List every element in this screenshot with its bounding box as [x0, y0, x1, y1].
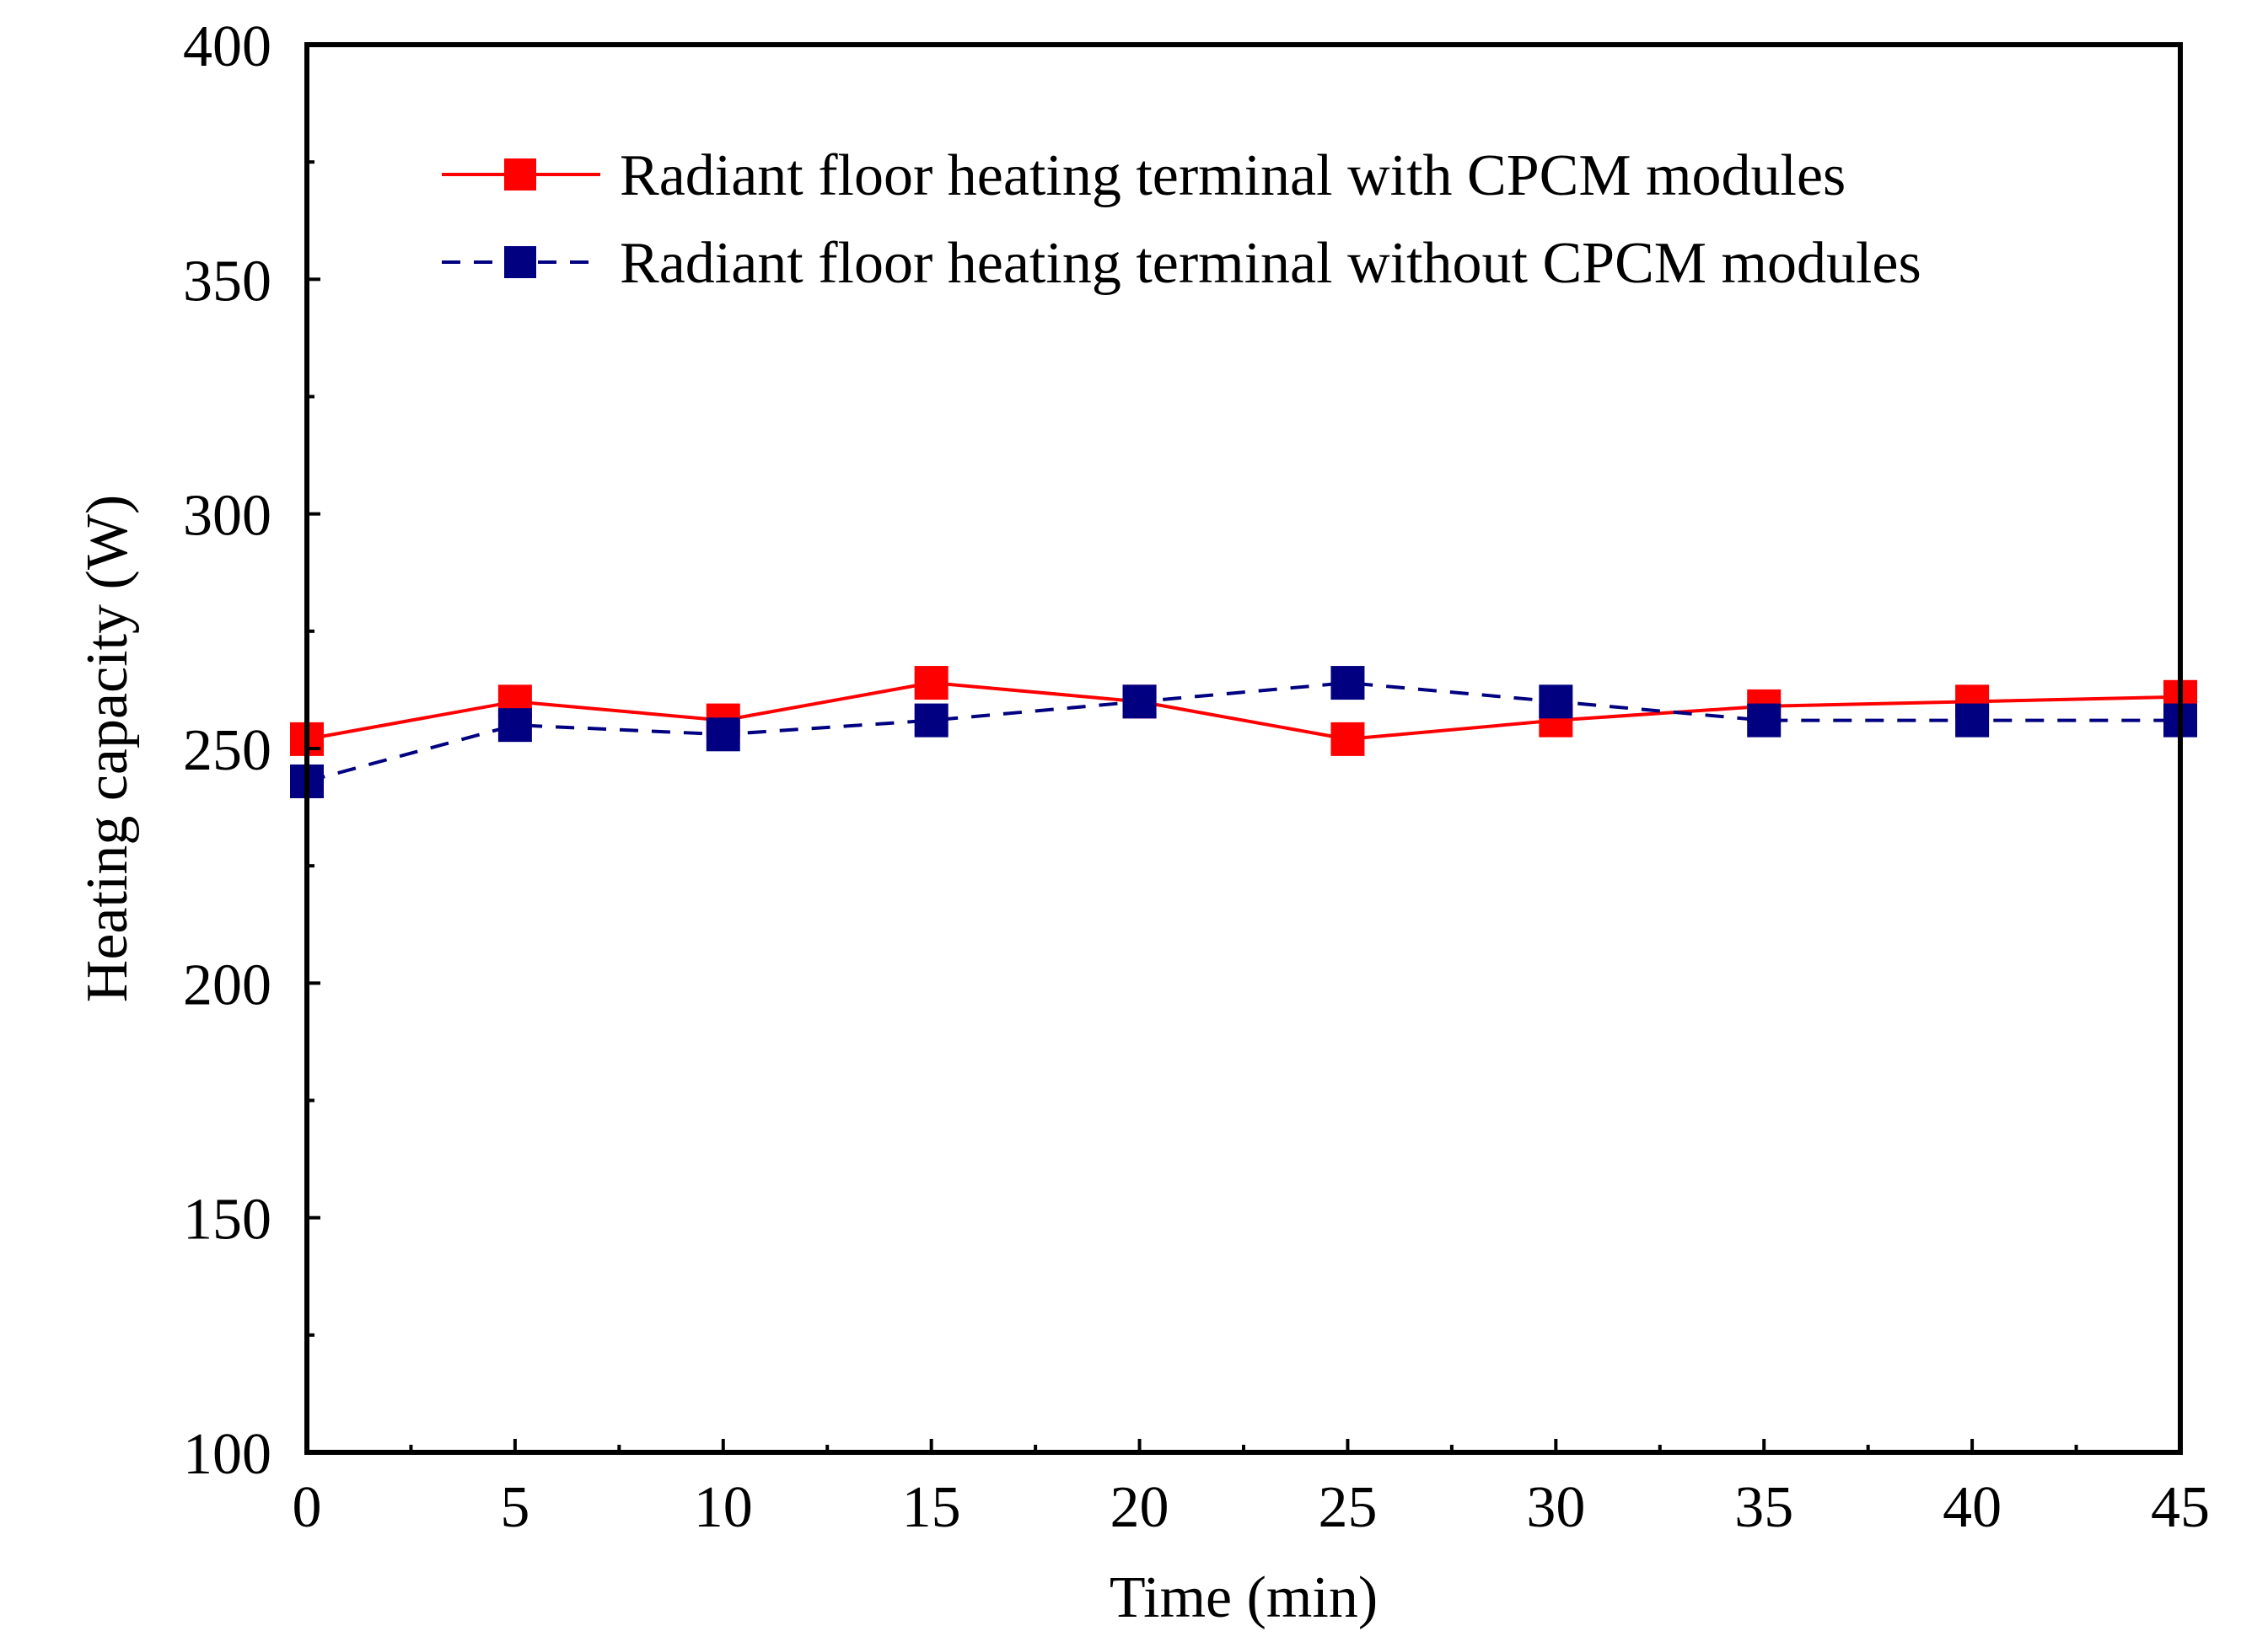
series-2-point	[1122, 684, 1157, 719]
x-tick-label: 20	[1110, 1475, 1169, 1540]
x-tick-label: 15	[902, 1475, 961, 1540]
x-tick-label: 0	[293, 1475, 322, 1540]
series-2-point	[1747, 703, 1782, 738]
series-2	[290, 666, 2197, 798]
x-tick-label: 5	[500, 1475, 529, 1540]
x-tick-label: 25	[1318, 1475, 1377, 1540]
y-tick-label: 150	[183, 1188, 271, 1253]
y-tick-labels: 100 150 200 250 300 350 400	[183, 14, 271, 1487]
x-tick-label: 45	[2151, 1475, 2210, 1540]
legend-label-series-2: Radiant floor heating terminal without C…	[620, 231, 1921, 296]
series-2-point	[1539, 684, 1573, 719]
y-tick-label: 400	[183, 14, 271, 79]
y-tick-label: 200	[183, 952, 271, 1017]
series-1-point	[1330, 722, 1365, 756]
y-tick-label: 300	[183, 484, 271, 549]
x-tick-labels: 0 5 10 15 20 25 30 35 40 45	[293, 1475, 2211, 1540]
y-axis-title: Heating capacity (W)	[75, 495, 140, 1002]
x-tick-label: 40	[1943, 1475, 2002, 1540]
series-1-line	[306, 681, 2181, 741]
series-2-point	[1330, 666, 1365, 700]
x-tick-label: 30	[1526, 1475, 1585, 1540]
series-2-point	[914, 703, 949, 738]
legend-marker-series-2	[504, 246, 536, 278]
series-2-point	[706, 717, 740, 752]
legend: Radiant floor heating terminal with CPCM…	[442, 143, 1921, 296]
series-1-point	[914, 666, 949, 700]
tick-layer	[305, 43, 2182, 1454]
x-tick-label: 35	[1734, 1475, 1793, 1540]
x-axis-title: Time (min)	[1110, 1565, 1378, 1630]
y-tick-label: 100	[183, 1422, 271, 1487]
y-tick-label: 350	[183, 249, 271, 314]
series-2-point	[1955, 703, 1990, 738]
legend-label-series-1: Radiant floor heating terminal with CPCM…	[620, 143, 1846, 208]
series-2-line	[306, 681, 2180, 783]
y-tick-label: 250	[183, 718, 271, 783]
x-tick-label: 10	[694, 1475, 753, 1540]
legend-marker-series-1	[504, 158, 536, 190]
series-2-point	[497, 708, 532, 743]
